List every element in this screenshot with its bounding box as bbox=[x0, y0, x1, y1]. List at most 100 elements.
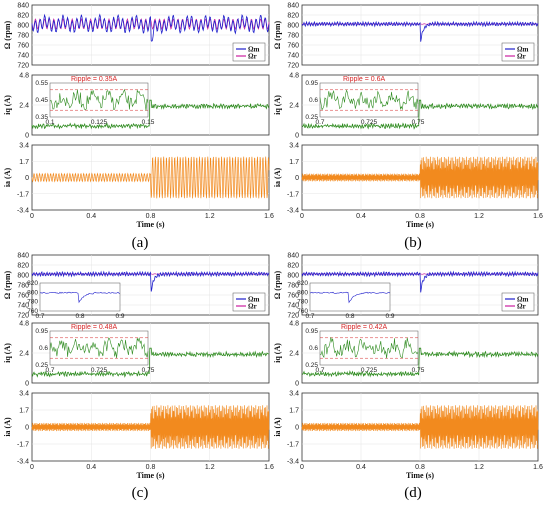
inset-x-tick: 0.1 bbox=[45, 119, 54, 126]
y-tick-label: 0 bbox=[25, 133, 29, 140]
series-line-ia bbox=[301, 156, 539, 199]
inset-y-tick: 0.25 bbox=[305, 362, 318, 369]
subplot-3: 3.4 1.7 0 -1.7 -3.4 ia (A) bbox=[273, 391, 539, 466]
y-tick-label: 820 bbox=[17, 263, 29, 270]
inset-frame bbox=[319, 330, 419, 366]
y-tick-label: 800 bbox=[287, 23, 299, 30]
x-tick-label: 1.6 bbox=[533, 213, 543, 220]
y-tick-label: 1.7 bbox=[289, 408, 299, 415]
inset-x-tick: 0.7 bbox=[315, 367, 324, 374]
inset-x-tick: 0.7 bbox=[305, 313, 314, 320]
y-axis-label: ia (A) bbox=[273, 168, 282, 188]
inset-line bbox=[49, 337, 149, 359]
panel-label: (d) bbox=[404, 485, 422, 501]
y-tick-label: 720 bbox=[17, 63, 29, 70]
inset-x-tick: 0.725 bbox=[361, 119, 378, 126]
y-tick-label: 820 bbox=[287, 263, 299, 270]
y-tick-label: 3.4 bbox=[19, 391, 29, 398]
subplot-3: 3.4 1.7 0 -1.7 -3.4 ia (A) bbox=[3, 143, 270, 215]
y-axis-label: ia (A) bbox=[3, 168, 12, 188]
inset-frame bbox=[319, 82, 419, 118]
y-tick-label: 720 bbox=[17, 313, 29, 320]
y-tick-label: 0 bbox=[295, 175, 299, 182]
x-tick-label: 0.8 bbox=[415, 213, 425, 220]
y-tick-label: -1.7 bbox=[287, 191, 299, 198]
legend-label: Ωm bbox=[517, 46, 529, 54]
inset-y-tick: 820 bbox=[297, 280, 308, 287]
x-tick-label: 0.8 bbox=[146, 213, 156, 220]
y-tick-label: -3.4 bbox=[287, 459, 299, 466]
y-tick-label: 1.7 bbox=[19, 159, 29, 166]
y-tick-label: 840 bbox=[287, 253, 299, 260]
x-tick-label: 0.8 bbox=[415, 464, 425, 471]
x-axis-label: Time (s) bbox=[136, 471, 164, 480]
inset-frame bbox=[39, 282, 121, 312]
legend-label: Ωr bbox=[248, 303, 257, 311]
x-axis-label: Time (s) bbox=[406, 220, 434, 229]
inset-x-tick: 0.15 bbox=[142, 119, 155, 126]
inset-x-tick: 0.75 bbox=[142, 367, 155, 374]
inset-x-tick: 0.7 bbox=[35, 313, 44, 320]
x-tick-label: 1.6 bbox=[264, 464, 274, 471]
y-tick-label: 740 bbox=[287, 303, 299, 310]
y-tick-label: 740 bbox=[17, 53, 29, 60]
y-tick-label: 0 bbox=[295, 425, 299, 432]
inset-y-tick: 0.6 bbox=[39, 345, 48, 352]
y-tick-label: 800 bbox=[287, 273, 299, 280]
series-line-iq bbox=[31, 347, 269, 378]
y-tick-label: 0 bbox=[25, 175, 29, 182]
x-tick-label: 0 bbox=[300, 464, 304, 471]
y-tick-label: 0 bbox=[25, 425, 29, 432]
y-tick-label: 2.4 bbox=[19, 103, 29, 110]
y-tick-label: -1.7 bbox=[17, 442, 29, 449]
series-line-Om bbox=[31, 270, 270, 292]
subplot-3: 3.4 1.7 0 -1.7 -3.4 ia (A) bbox=[273, 143, 539, 215]
y-tick-label: 0 bbox=[25, 381, 29, 388]
y-tick-label: 760 bbox=[17, 43, 29, 50]
series-line-ia bbox=[301, 405, 539, 449]
inset-y-tick: 800 bbox=[27, 289, 38, 296]
inset-y-tick: 800 bbox=[297, 289, 308, 296]
legend-label: Ωm bbox=[248, 46, 260, 54]
y-tick-label: 720 bbox=[287, 313, 299, 320]
x-tick-label: 0.8 bbox=[146, 464, 156, 471]
inset-x-tick: 0.725 bbox=[91, 367, 108, 374]
y-tick-label: 1.7 bbox=[19, 408, 29, 415]
inset-y-tick: 0.6 bbox=[309, 345, 318, 352]
y-tick-label: 3.4 bbox=[19, 143, 29, 150]
y-tick-label: -3.4 bbox=[17, 208, 29, 215]
inset-line bbox=[319, 89, 419, 111]
y-tick-label: 840 bbox=[287, 3, 299, 10]
y-tick-label: 3.4 bbox=[289, 143, 299, 150]
legend-label: Ωr bbox=[517, 303, 526, 311]
inset-y-tick: 0.25 bbox=[35, 362, 48, 369]
inset-line bbox=[309, 291, 391, 304]
y-axis-label: Ω (rpm) bbox=[273, 20, 282, 49]
y-tick-label: 840 bbox=[17, 3, 29, 10]
legend-label: Ωr bbox=[248, 53, 257, 61]
x-tick-label: 0.4 bbox=[86, 464, 96, 471]
y-tick-label: 4.8 bbox=[19, 321, 29, 328]
y-tick-label: 740 bbox=[287, 53, 299, 60]
inset-y-tick: 0.95 bbox=[35, 328, 48, 335]
series-line-Om bbox=[31, 13, 270, 42]
series-line-iq bbox=[31, 99, 270, 130]
series-line-ia bbox=[31, 405, 270, 449]
inset-y-tick: 760 bbox=[27, 308, 38, 315]
series-line-iq bbox=[301, 99, 539, 130]
inset-frame bbox=[49, 82, 149, 118]
inset-x-tick: 0.75 bbox=[412, 119, 425, 126]
inset-line bbox=[39, 291, 121, 304]
inset-y-tick: 0.35 bbox=[35, 114, 48, 121]
y-axis-label: iq (A) bbox=[273, 343, 282, 363]
y-axis-label: iq (A) bbox=[3, 95, 12, 115]
x-tick-label: 0 bbox=[30, 464, 34, 471]
y-tick-label: 780 bbox=[287, 283, 299, 290]
